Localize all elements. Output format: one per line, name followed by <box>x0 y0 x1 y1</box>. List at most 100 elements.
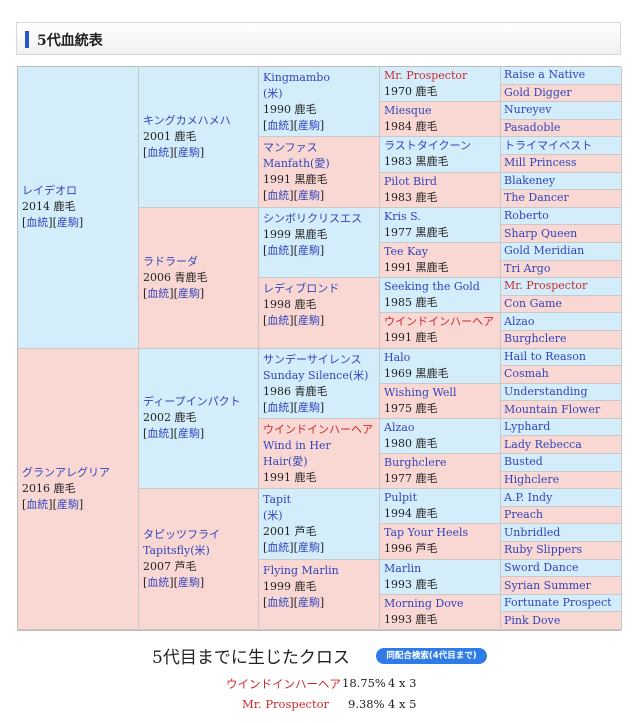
horse-name-link[interactable]: Ruby Slippers <box>504 543 583 557</box>
horse-name-link[interactable]: シンボリクリスエス <box>263 211 362 225</box>
horse-name-link[interactable]: Nureyev <box>504 103 552 117</box>
horse-name-link[interactable]: レディブロンド <box>263 282 340 296</box>
horse-name-link[interactable]: Gold Meridian <box>504 244 585 258</box>
horse-name-link[interactable]: Syrian Summer <box>504 578 591 592</box>
horse-name-link[interactable]: Busted <box>504 455 543 469</box>
horse-name-link[interactable]: Kingmambo <box>263 71 330 84</box>
horse-name-link[interactable]: Wishing Well <box>384 385 457 399</box>
horse-name-link[interactable]: Hail to Reason <box>504 349 586 363</box>
horse-name-link[interactable]: Lady Rebecca <box>504 437 582 451</box>
pedigree-link[interactable]: 血統 <box>267 595 290 609</box>
pedigree-link[interactable]: 血統 <box>267 119 290 132</box>
offspring-link[interactable]: 産駒 <box>298 487 320 488</box>
horse-name-link[interactable]: Alzao <box>384 420 415 434</box>
pedigree-link[interactable]: 血統 <box>147 286 170 300</box>
horse-name-link[interactable]: Blakeney <box>504 173 556 187</box>
horse-name-link[interactable]: Mr. Prospector <box>504 279 588 293</box>
offspring-link[interactable]: 産駒 <box>177 286 200 300</box>
pedigree-link[interactable]: 血統 <box>267 189 290 203</box>
offspring-link[interactable]: 産駒 <box>297 314 320 328</box>
horse-name-link[interactable]: Pink Dove <box>504 613 561 627</box>
offspring-link[interactable]: 産駒 <box>177 427 200 441</box>
horse-name-link[interactable]: Burghclere <box>384 456 447 470</box>
horse-name-link[interactable]: Unbridled <box>504 525 561 539</box>
horse-name-link[interactable]: タピッツフライ <box>143 528 220 542</box>
pedigree-link[interactable]: 血統 <box>26 216 49 230</box>
pedigree-link[interactable]: 血統 <box>147 145 170 159</box>
horse-name-link[interactable]: Alzao <box>504 314 535 328</box>
pedigree-link[interactable]: 血統 <box>267 243 290 257</box>
horse-name-link[interactable]: Miesque <box>384 104 432 118</box>
horse-alt-name-link[interactable]: (米) <box>263 87 283 100</box>
horse-name-link[interactable]: Pasadoble <box>504 121 561 135</box>
cross-horse-link[interactable]: Mr. Prospector <box>242 697 330 711</box>
horse-name-link[interactable]: Tapit <box>263 493 292 507</box>
horse-name-link[interactable]: Mr. Prospector <box>384 69 468 82</box>
horse-name-link[interactable]: Pulpit <box>384 491 417 505</box>
horse-name-link[interactable]: Fortunate Prospect <box>504 596 612 610</box>
horse-name-link[interactable]: Marlin <box>384 561 422 575</box>
offspring-link[interactable]: 産駒 <box>56 216 79 230</box>
same-mating-search-button[interactable]: 同配合検索(4代目まで) <box>376 648 487 664</box>
horse-name-link[interactable]: Raise a Native <box>504 68 586 82</box>
horse-name-link[interactable]: Sword Dance <box>504 560 579 574</box>
horse-name-link[interactable]: Preach <box>504 508 543 522</box>
pedigree-link[interactable]: 血統 <box>26 497 49 511</box>
horse-name-link[interactable]: Tee Kay <box>384 244 428 258</box>
pedigree-link[interactable]: 血統 <box>147 576 170 590</box>
horse-alt-name-link[interactable]: (米) <box>263 509 283 523</box>
offspring-link[interactable]: 産駒 <box>297 189 320 203</box>
pedigree-link[interactable]: 血統 <box>147 427 170 441</box>
horse-name-link[interactable]: Con Game <box>504 297 562 311</box>
offspring-link[interactable]: 産駒 <box>177 576 200 590</box>
horse-name-link[interactable]: ウインドインハーヘア <box>263 422 373 436</box>
horse-name-link[interactable]: Lyphard <box>504 420 551 434</box>
horse-name-link[interactable]: The Dancer <box>504 191 569 205</box>
horse-name-link[interactable]: ディープインパクト <box>143 395 241 409</box>
horse-name-link[interactable]: A.P. Indy <box>504 490 553 504</box>
horse-name-link[interactable]: Highclere <box>504 472 560 486</box>
offspring-link[interactable]: 産駒 <box>297 595 320 609</box>
cross-horse-link[interactable]: ウインドインハーヘア <box>226 677 341 691</box>
offspring-link[interactable]: 産駒 <box>297 119 320 132</box>
horse-name-link[interactable]: Mill Princess <box>504 156 577 170</box>
pedigree-link[interactable]: 血統 <box>267 487 289 488</box>
horse-name-link[interactable]: サンデーサイレンス <box>263 352 362 366</box>
pedigree-link[interactable]: 血統 <box>267 400 290 414</box>
horse-alt-name-link[interactable]: Sunday Silence(米) <box>263 368 369 382</box>
horse-name-link[interactable]: Sharp Queen <box>504 226 578 240</box>
horse-name-link[interactable]: ラストタイクーン <box>384 139 472 153</box>
horse-name-link[interactable]: Halo <box>384 350 411 364</box>
horse-name-link[interactable]: Morning Dove <box>384 596 464 610</box>
offspring-link[interactable]: 産駒 <box>56 497 79 511</box>
horse-name-link[interactable]: Seeking the Gold <box>384 280 480 294</box>
horse-name-link[interactable]: レイデオロ <box>22 184 77 198</box>
horse-alt-name-link[interactable]: Tapitsfly(米) <box>143 544 210 558</box>
horse-name-link[interactable]: Understanding <box>504 384 588 398</box>
horse-name-link[interactable]: Tri Argo <box>504 261 551 275</box>
horse-name-link[interactable]: Burghclere <box>504 332 567 346</box>
offspring-link[interactable]: 産駒 <box>297 541 320 555</box>
horse-name-link[interactable]: トライマイベスト <box>504 138 593 152</box>
horse-name-link[interactable]: Mountain Flower <box>504 402 601 416</box>
horse-name-link[interactable]: ラドラーダ <box>143 254 198 268</box>
horse-name-link[interactable]: Pilot Bird <box>384 174 437 188</box>
offspring-link[interactable]: 産駒 <box>297 243 320 257</box>
pedigree-link[interactable]: 血統 <box>267 541 290 555</box>
horse-name-link[interactable]: Kris S. <box>384 209 421 223</box>
horse-name-link[interactable]: Tap Your Heels <box>384 526 469 540</box>
horse-name-link[interactable]: Gold Digger <box>504 85 572 99</box>
horse-name-link[interactable]: Cosmah <box>504 367 549 381</box>
horse-name-link[interactable]: マンファス <box>263 141 318 155</box>
horse-name-link[interactable]: キングカメハメハ <box>143 113 231 127</box>
horse-name-link[interactable]: Flying Marlin <box>263 563 339 577</box>
horse-name-link[interactable]: Roberto <box>504 209 549 223</box>
horse-name-link[interactable]: ウインドインハーヘア <box>384 315 494 329</box>
horse-alt-name-link[interactable]: Wind in Her Hair(愛) <box>263 438 331 468</box>
horse-name-link[interactable]: グランアレグリア <box>22 465 110 479</box>
pedigree-link[interactable]: 血統 <box>267 314 290 328</box>
pedigree-cell-gen5: Gold Meridian <box>501 242 622 261</box>
offspring-link[interactable]: 産駒 <box>297 400 320 414</box>
horse-alt-name-link[interactable]: Manfath(愛) <box>263 157 330 171</box>
offspring-link[interactable]: 産駒 <box>177 145 200 159</box>
